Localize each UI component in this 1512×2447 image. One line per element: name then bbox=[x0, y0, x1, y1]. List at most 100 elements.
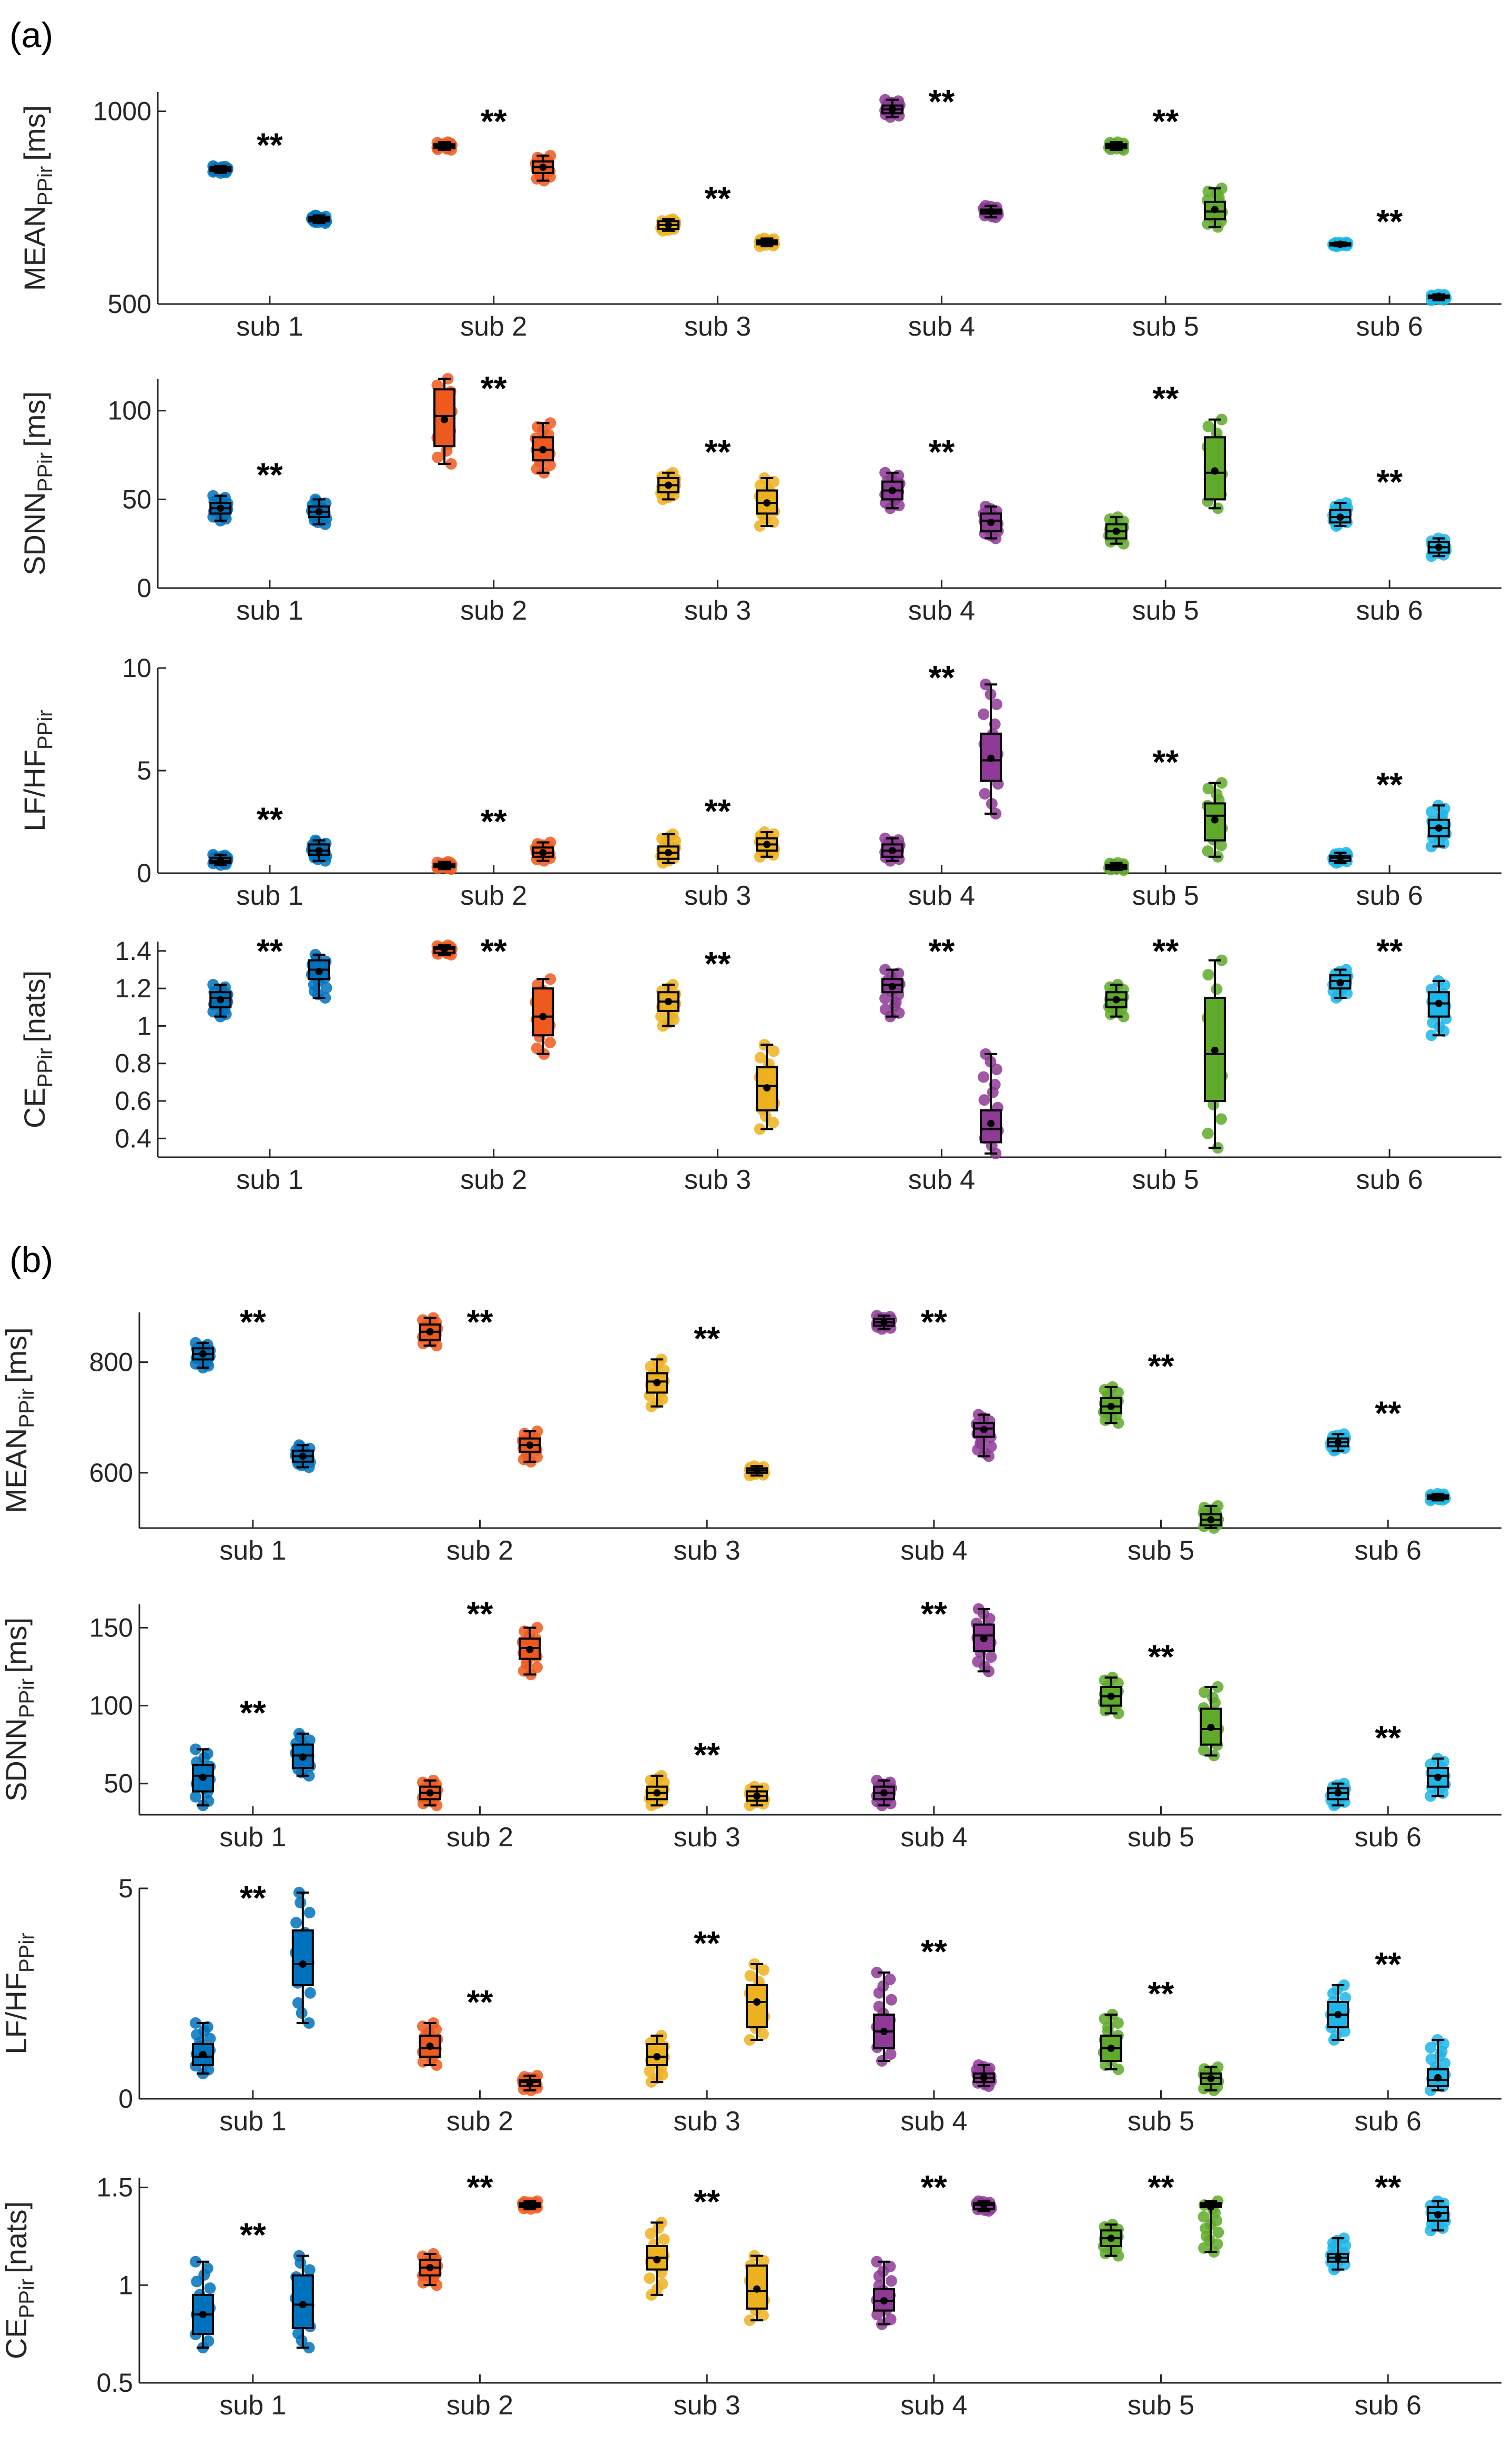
data-point bbox=[544, 149, 556, 161]
box-group bbox=[1103, 857, 1130, 876]
y-tick-label: 1.2 bbox=[115, 974, 151, 1003]
box-group bbox=[978, 1048, 1004, 1159]
box-group bbox=[1202, 954, 1228, 1154]
box-group bbox=[655, 213, 682, 237]
data-point bbox=[432, 451, 444, 463]
y-axis-label: MEANPPir [ms] bbox=[18, 105, 57, 291]
data-point bbox=[544, 973, 556, 985]
x-tick-label: sub 5 bbox=[1128, 2106, 1194, 2137]
mean-marker bbox=[664, 849, 672, 856]
box-group bbox=[431, 939, 458, 960]
box-group bbox=[655, 979, 682, 1032]
data-point bbox=[985, 1651, 997, 1663]
data-point bbox=[879, 832, 891, 844]
box-group bbox=[871, 1774, 897, 1812]
x-tick-label: sub 1 bbox=[219, 2106, 286, 2137]
significance-marker: ** bbox=[1148, 1975, 1174, 2013]
significance-marker: ** bbox=[694, 1319, 720, 1357]
significance-marker: ** bbox=[1148, 1347, 1174, 1385]
box-group bbox=[1425, 800, 1452, 853]
data-point bbox=[1198, 2211, 1210, 2223]
y-axis-label: MEANPPir [ms] bbox=[0, 1327, 38, 1513]
significance-marker: ** bbox=[240, 1303, 266, 1341]
box-group bbox=[1425, 1753, 1451, 1802]
mean-marker bbox=[1211, 1046, 1219, 1054]
box-group bbox=[1098, 1672, 1124, 1720]
y-axis-label: LF/HFPPir bbox=[18, 710, 57, 831]
mean-marker bbox=[753, 1998, 761, 2006]
box-group bbox=[1198, 2195, 1224, 2258]
data-point bbox=[1215, 1113, 1227, 1125]
mean-marker bbox=[664, 221, 672, 229]
box-group bbox=[516, 2195, 543, 2215]
box-group bbox=[1198, 2061, 1224, 2096]
box-group bbox=[1098, 1381, 1124, 1429]
mean-marker bbox=[987, 208, 995, 216]
box-group bbox=[530, 149, 556, 187]
subplot-7: 0 5 sub 1 sub 2 sub 3 sub 4 sub 5 sub 6 LF/HFPPi… bbox=[0, 1874, 1501, 2137]
data-point bbox=[1198, 1686, 1210, 1698]
mean-marker bbox=[653, 1379, 661, 1387]
y-axis-label: SDNNPPir [ms] bbox=[18, 391, 57, 575]
box-group bbox=[744, 1958, 770, 2046]
data-point bbox=[1212, 1681, 1224, 1693]
x-tick-label: sub 1 bbox=[236, 595, 303, 626]
data-point bbox=[320, 982, 332, 994]
mean-marker bbox=[1107, 2045, 1115, 2052]
significance-marker: ** bbox=[694, 1924, 720, 1962]
y-axis-label-sub: PPir bbox=[15, 1678, 38, 1718]
data-point bbox=[1212, 2061, 1224, 2073]
box-group bbox=[879, 964, 906, 1023]
x-tick-label: sub 6 bbox=[1356, 881, 1423, 911]
y-tick-label: 5 bbox=[118, 1874, 133, 1903]
y-tick-label: 5 bbox=[137, 756, 151, 785]
data-point bbox=[879, 467, 891, 479]
x-tick-label: sub 6 bbox=[1355, 1822, 1422, 1853]
x-tick-label: sub 6 bbox=[1355, 1535, 1422, 1566]
data-point bbox=[1425, 2053, 1437, 2065]
data-point bbox=[892, 95, 905, 107]
box-group bbox=[290, 1887, 316, 2029]
box-group bbox=[754, 232, 780, 252]
box-group bbox=[516, 1622, 543, 1681]
box-group bbox=[417, 1774, 443, 1812]
data-point bbox=[767, 1117, 779, 1129]
mean-marker bbox=[217, 504, 225, 512]
mean-marker bbox=[880, 1318, 888, 1326]
significance-marker: ** bbox=[240, 1694, 266, 1732]
data-point bbox=[1202, 969, 1214, 981]
y-axis-label: LF/HFPPir bbox=[0, 1933, 38, 2054]
data-point bbox=[531, 1661, 543, 1673]
x-tick-label: sub 2 bbox=[460, 881, 527, 911]
box-group bbox=[290, 2250, 316, 2354]
y-tick-label: 500 bbox=[108, 289, 151, 319]
box-group bbox=[1325, 1428, 1352, 1457]
mean-marker bbox=[987, 519, 995, 527]
significance-marker: ** bbox=[1375, 1718, 1401, 1756]
y-axis-label-sub: PPir bbox=[34, 166, 57, 206]
box-group bbox=[978, 200, 1004, 224]
data-point bbox=[744, 2034, 756, 2046]
mean-marker bbox=[1112, 142, 1120, 150]
data-point bbox=[892, 834, 905, 846]
data-point bbox=[201, 2262, 214, 2274]
box-group bbox=[530, 836, 556, 867]
mean-marker bbox=[1434, 1773, 1442, 1781]
y-tick-label: 150 bbox=[89, 1613, 133, 1642]
mean-marker bbox=[987, 1119, 995, 1127]
box-group bbox=[970, 1409, 997, 1462]
mean-marker bbox=[1434, 1493, 1442, 1501]
x-tick-label: sub 5 bbox=[1132, 1165, 1199, 1195]
y-axis-label-unit: [nats] bbox=[18, 970, 51, 1043]
mean-marker bbox=[1435, 292, 1443, 300]
significance-marker: ** bbox=[257, 456, 283, 494]
data-point bbox=[1212, 2227, 1224, 2238]
significance-marker: ** bbox=[929, 433, 955, 471]
mean-marker bbox=[987, 754, 995, 762]
data-point bbox=[189, 1743, 201, 1755]
data-point bbox=[972, 1656, 984, 1668]
data-point bbox=[978, 1071, 990, 1083]
subplot-2: 0 50 100 sub 1 sub 2 sub 3 sub 4 sub 5 sub 6 SDNN… bbox=[18, 369, 1501, 626]
data-point bbox=[201, 1747, 214, 1760]
significance-marker: ** bbox=[705, 179, 731, 217]
